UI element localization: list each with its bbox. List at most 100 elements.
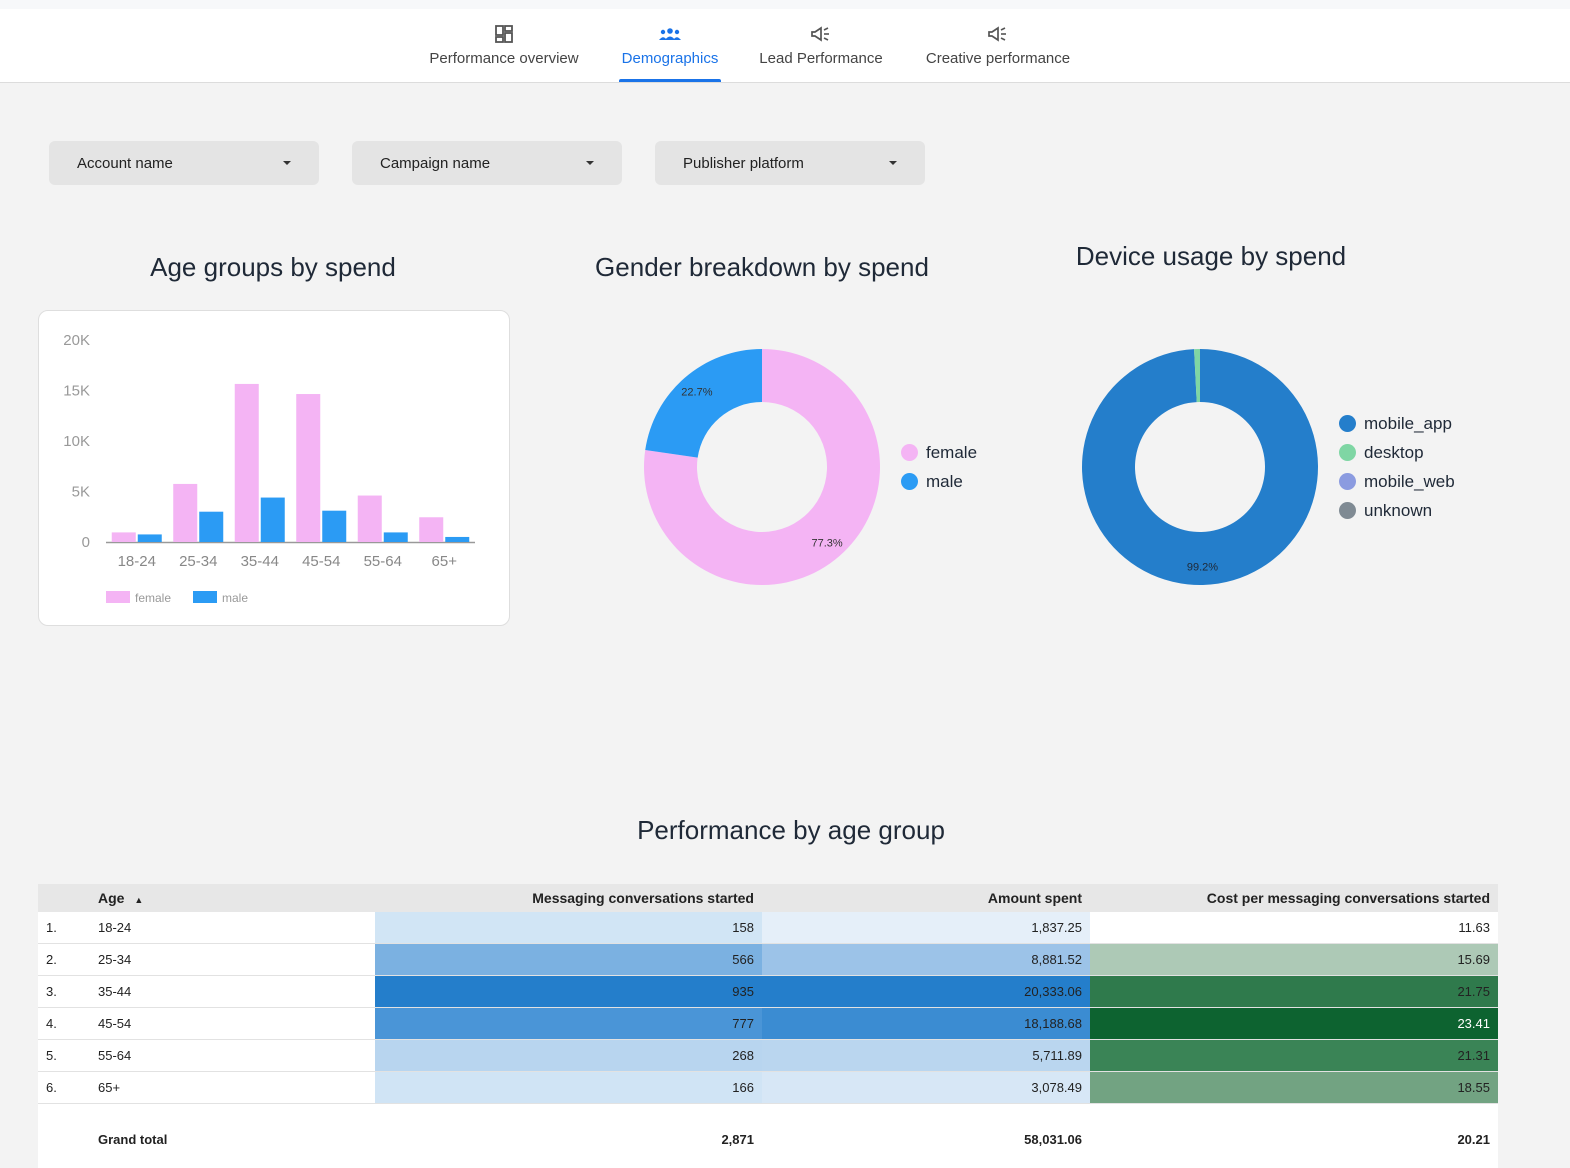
filter-label: Campaign name bbox=[380, 155, 490, 172]
row-number-header bbox=[38, 884, 90, 912]
messaging-cell: 935 bbox=[375, 976, 762, 1008]
row-number: 5. bbox=[38, 1040, 90, 1072]
legend-label: female bbox=[135, 591, 171, 605]
age-cell: 45-54 bbox=[90, 1008, 375, 1040]
slice-label: 77.3% bbox=[811, 537, 842, 549]
gender-legend: female male bbox=[901, 438, 977, 496]
bar-male-35-44 bbox=[261, 498, 285, 542]
bar-female-45-54 bbox=[296, 394, 320, 542]
bar-female-55-64 bbox=[358, 496, 382, 542]
legend-label: female bbox=[926, 443, 977, 463]
cost-cell: 23.41 bbox=[1090, 1008, 1498, 1040]
age-cell: 55-64 bbox=[90, 1040, 375, 1072]
age-performance-table: Age ▲ Messaging conversations started Am… bbox=[38, 884, 1498, 1168]
legend-swatch bbox=[106, 591, 130, 603]
amount-spent-cell: 8,881.52 bbox=[762, 944, 1090, 976]
bar-female-35-44 bbox=[235, 384, 259, 542]
row-number bbox=[38, 1104, 90, 1168]
cost-cell: 15.69 bbox=[1090, 944, 1498, 976]
legend-item: mobile_web bbox=[1339, 467, 1455, 496]
slice-label: 22.7% bbox=[681, 387, 712, 399]
cost-cell: 11.63 bbox=[1090, 912, 1498, 944]
legend-swatch bbox=[1339, 415, 1356, 432]
x-tick-label: 45-54 bbox=[302, 553, 340, 570]
top-strip bbox=[0, 0, 1570, 9]
bar-male-25-34 bbox=[199, 512, 223, 542]
age-chart-title: Age groups by spend bbox=[38, 252, 508, 283]
x-tick-label: 35-44 bbox=[241, 553, 279, 570]
device-chart-title: Device usage by spend bbox=[1041, 241, 1381, 272]
account-name-filter[interactable]: Account name bbox=[49, 141, 319, 185]
y-tick-label: 20K bbox=[63, 332, 90, 349]
messaging-total: 2,871 bbox=[375, 1104, 762, 1168]
column-header-age[interactable]: Age ▲ bbox=[90, 884, 375, 912]
group-icon bbox=[658, 24, 682, 44]
tab-label: Lead Performance bbox=[759, 50, 882, 67]
x-tick-label: 18-24 bbox=[118, 553, 156, 570]
age-cell: 35-44 bbox=[90, 976, 375, 1008]
age-cell: 25-34 bbox=[90, 944, 375, 976]
amount-spent-cell: 18,188.68 bbox=[762, 1008, 1090, 1040]
y-tick-label: 0 bbox=[82, 534, 90, 551]
y-tick-label: 5K bbox=[72, 484, 90, 501]
messaging-cell: 566 bbox=[375, 944, 762, 976]
row-number: 4. bbox=[38, 1008, 90, 1040]
campaign-name-filter[interactable]: Campaign name bbox=[352, 141, 622, 185]
amount-spent-cell: 20,333.06 bbox=[762, 976, 1090, 1008]
device-legend: mobile_app desktop mobile_web unknown bbox=[1339, 409, 1455, 525]
column-header-amount-spent[interactable]: Amount spent bbox=[762, 884, 1090, 912]
legend-label: mobile_web bbox=[1364, 472, 1455, 492]
tab-label: Performance overview bbox=[429, 50, 578, 67]
dashboard-icon bbox=[495, 24, 513, 44]
bar-male-55-64 bbox=[384, 532, 408, 542]
grand-total-label: Grand total bbox=[90, 1104, 375, 1168]
active-tab-indicator bbox=[619, 79, 721, 82]
sort-ascending-icon[interactable]: ▲ bbox=[134, 895, 143, 905]
tab-creative-performance[interactable]: Creative performance bbox=[920, 9, 1076, 82]
messaging-cell: 777 bbox=[375, 1008, 762, 1040]
bar-male-18-24 bbox=[138, 534, 162, 542]
publisher-platform-filter[interactable]: Publisher platform bbox=[655, 141, 925, 185]
legend-label: male bbox=[926, 472, 963, 492]
gender-donut-chart: 77.3% 22.7% bbox=[632, 337, 892, 597]
column-header-cost[interactable]: Cost per messaging conversations started bbox=[1090, 884, 1498, 912]
legend-label: mobile_app bbox=[1364, 414, 1452, 434]
cost-cell: 21.31 bbox=[1090, 1040, 1498, 1072]
x-tick-label: 25-34 bbox=[179, 553, 217, 570]
tab-performance-overview[interactable]: Performance overview bbox=[424, 9, 584, 82]
legend-item: desktop bbox=[1339, 438, 1455, 467]
amount-spent-total: 58,031.06 bbox=[762, 1104, 1090, 1168]
age-cell: 18-24 bbox=[90, 912, 375, 944]
column-header-messaging[interactable]: Messaging conversations started bbox=[375, 884, 762, 912]
tab-lead-performance[interactable]: Lead Performance bbox=[757, 9, 885, 82]
legend-swatch bbox=[1339, 444, 1356, 461]
row-number: 6. bbox=[38, 1072, 90, 1104]
bar-male-45-54 bbox=[322, 511, 346, 542]
megaphone-icon bbox=[987, 24, 1009, 44]
legend-label: unknown bbox=[1364, 501, 1432, 521]
bar-female-18-24 bbox=[112, 532, 136, 542]
caret-down-icon bbox=[586, 161, 594, 165]
tab-label: Demographics bbox=[622, 50, 719, 67]
tab-label: Creative performance bbox=[926, 50, 1070, 67]
report-nav: Performance overview Demographics Lea bbox=[0, 9, 1570, 83]
bar-male-65+ bbox=[445, 537, 469, 542]
bar-female-25-34 bbox=[173, 484, 197, 542]
legend-swatch bbox=[1339, 502, 1356, 519]
legend-swatch bbox=[193, 591, 217, 603]
amount-spent-cell: 3,078.49 bbox=[762, 1072, 1090, 1104]
tab-demographics[interactable]: Demographics bbox=[619, 9, 721, 82]
cost-total: 20.21 bbox=[1090, 1104, 1498, 1168]
x-tick-label: 65+ bbox=[432, 553, 458, 570]
filter-label: Account name bbox=[77, 155, 173, 172]
legend-swatch bbox=[901, 473, 918, 490]
